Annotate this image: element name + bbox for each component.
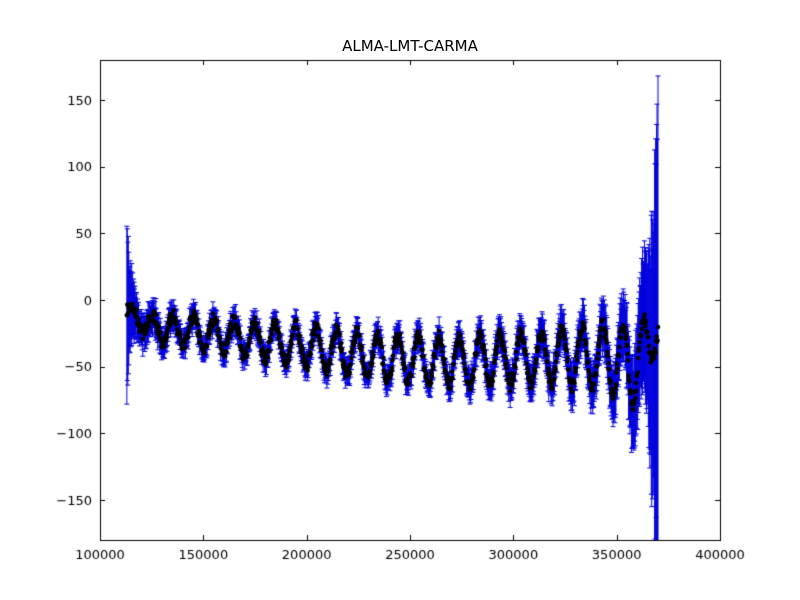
chart-title: ALMA-LMT-CARMA — [342, 37, 478, 55]
